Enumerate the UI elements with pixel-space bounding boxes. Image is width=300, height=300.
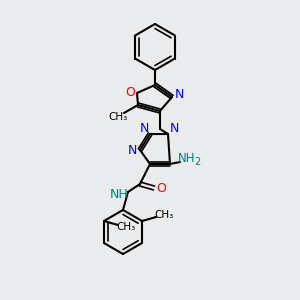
Text: 2: 2 [194, 157, 200, 167]
Text: O: O [125, 86, 135, 100]
Text: CH₃: CH₃ [116, 222, 136, 232]
Text: N: N [139, 122, 149, 136]
Text: NH: NH [178, 152, 196, 164]
Text: CH₃: CH₃ [154, 210, 174, 220]
Text: N: N [127, 143, 137, 157]
Text: N: N [174, 88, 184, 101]
Text: NH: NH [110, 188, 128, 200]
Text: O: O [156, 182, 166, 194]
Text: CH₃: CH₃ [108, 112, 128, 122]
Text: N: N [169, 122, 179, 136]
